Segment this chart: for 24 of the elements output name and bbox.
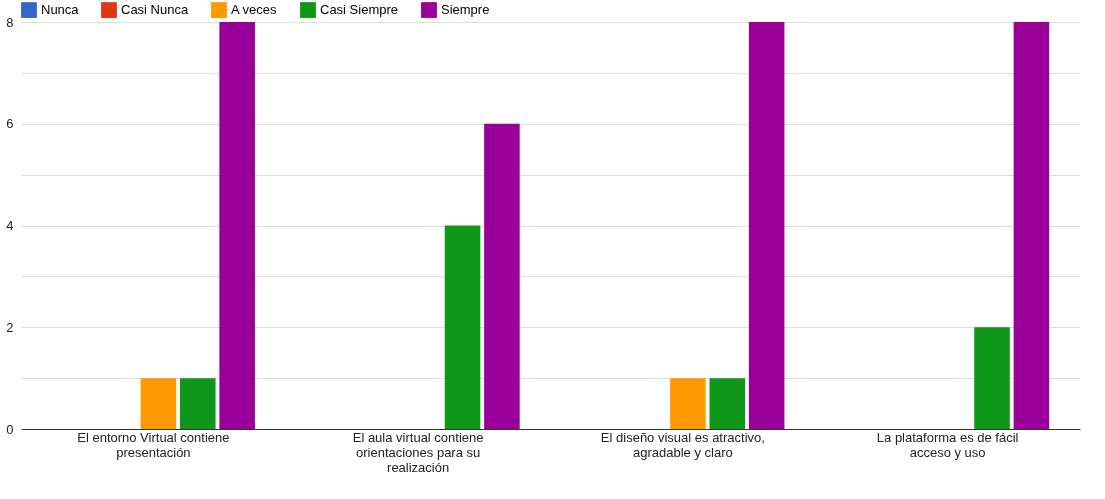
- bar: [709, 378, 746, 429]
- bar: [748, 22, 785, 429]
- legend-label: Casi Nunca: [121, 2, 189, 18]
- x-tick-label: La plataforma es de fácil acceso y uso: [876, 429, 1019, 460]
- bar: [219, 22, 255, 429]
- x-tick-label: El entorno Virtual contiene presentación: [77, 429, 230, 460]
- y-tick-label: 4: [6, 218, 14, 233]
- legend-label: Casi Siempre: [320, 2, 399, 18]
- y-tick-label: 2: [6, 319, 14, 335]
- legend-label: Nunca: [41, 2, 80, 18]
- bar: [670, 378, 706, 429]
- legend-label: A veces: [231, 2, 278, 18]
- x-tick-label: El aula virtual contiene orientaciones para su realización: [352, 429, 484, 475]
- bar: [484, 123, 520, 429]
- bar: [1013, 22, 1050, 429]
- legend-label: Siempre: [441, 2, 490, 18]
- y-tick-label: 6: [6, 116, 14, 132]
- x-tick-label: El diseño visual es atractivo, agradable y claro: [600, 429, 765, 460]
- y-tick-label: 0: [6, 421, 14, 437]
- bar: [140, 378, 177, 429]
- y-tick-label: 8: [6, 14, 14, 30]
- bar: [180, 378, 216, 429]
- bar: [974, 327, 1010, 429]
- bar: [444, 225, 481, 429]
